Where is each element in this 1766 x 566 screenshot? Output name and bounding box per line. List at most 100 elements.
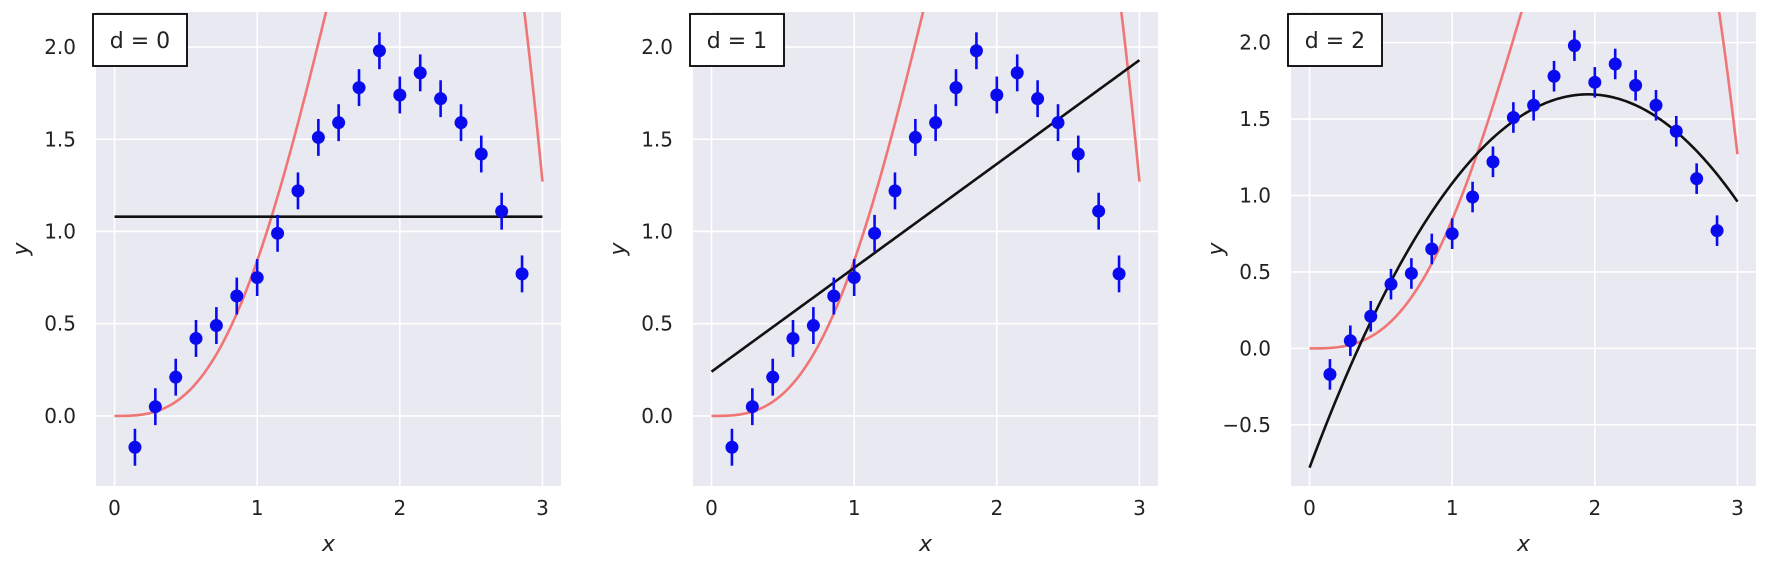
- y-tick-label: 1.5: [641, 127, 673, 151]
- data-point: [847, 271, 861, 285]
- data-point: [250, 271, 264, 285]
- data-point: [1425, 242, 1439, 256]
- true-curve: [114, 12, 544, 418]
- data-point: [1649, 98, 1663, 112]
- data-point: [454, 116, 468, 130]
- y-tick-label: 1.5: [1239, 107, 1271, 131]
- data-point: [1547, 69, 1561, 83]
- data-point: [1384, 277, 1398, 291]
- degree-label-box: [92, 13, 188, 67]
- x-tick-label: 0: [705, 496, 718, 520]
- x-axis-label: x: [1516, 532, 1531, 557]
- x-tick-label: 1: [1446, 496, 1459, 520]
- y-axis-label: y: [9, 242, 34, 257]
- y-tick-label: 2.0: [641, 35, 673, 59]
- data-point: [372, 44, 386, 58]
- y-tick-label: 0.0: [641, 404, 673, 428]
- data-point: [515, 267, 529, 281]
- data-point: [393, 88, 407, 102]
- data-point: [1506, 111, 1520, 125]
- degree-label: d = 0: [110, 29, 170, 54]
- degree-label: d = 2: [1305, 29, 1365, 54]
- data-point: [434, 92, 448, 106]
- data-point: [1567, 39, 1581, 53]
- data-point: [786, 331, 800, 345]
- data-point: [1112, 267, 1126, 281]
- y-tick-label: 1.5: [44, 127, 76, 151]
- data-point: [1010, 66, 1024, 80]
- data-point: [271, 226, 285, 240]
- data-point: [1466, 190, 1480, 204]
- data-point: [1588, 75, 1602, 89]
- data-point: [474, 147, 488, 161]
- x-tick-label: 3: [1133, 496, 1146, 520]
- panel-2: 0 1 2 3 −0.5 0.0 0.5 1.0 1.5 2.0 x y d = 2: [1204, 12, 1756, 557]
- data-point: [1404, 266, 1418, 280]
- data-point: [291, 184, 305, 198]
- y-tick-label: 0.0: [1239, 336, 1271, 360]
- data-point: [495, 204, 509, 218]
- y-tick-label: 0.5: [641, 312, 673, 336]
- data-point: [230, 289, 244, 303]
- data-point: [969, 44, 983, 58]
- data-point: [169, 370, 183, 384]
- data-point: [1710, 224, 1724, 238]
- true-curve: [711, 12, 1141, 418]
- panel-1: 0 1 2 3 0.0 0.5 1.0 1.5 2.0 x y d = 1: [606, 12, 1158, 557]
- plot-area: [693, 12, 1158, 486]
- x-tick-label: 0: [108, 496, 121, 520]
- data-point: [1527, 98, 1541, 112]
- data-point: [1051, 116, 1065, 130]
- data-point: [128, 440, 142, 454]
- data-point: [745, 400, 759, 414]
- data-point: [1629, 78, 1643, 92]
- x-tick-label: 2: [1588, 496, 1601, 520]
- x-axis-label: x: [918, 532, 933, 557]
- degree-label-box: [689, 13, 785, 67]
- data-point: [868, 226, 882, 240]
- data-point: [352, 81, 366, 95]
- data-point: [1031, 92, 1045, 106]
- data-point: [827, 289, 841, 303]
- data-point: [1343, 334, 1357, 348]
- y-tick-label: 1.0: [44, 219, 76, 243]
- grid: [693, 12, 1158, 486]
- y-tick-label: 1.0: [1239, 183, 1271, 207]
- data-point: [1092, 204, 1106, 218]
- degree-label-box: [1287, 13, 1383, 67]
- data-point: [332, 116, 346, 130]
- data-point: [929, 116, 943, 130]
- y-axis-label: y: [606, 242, 631, 257]
- y-tick-label: −0.5: [1222, 413, 1271, 437]
- y-tick-label: 0.5: [1239, 260, 1271, 284]
- x-tick-label: 2: [990, 496, 1003, 520]
- true-curve: [1309, 12, 1739, 350]
- x-axis-label: x: [321, 532, 336, 557]
- y-tick-label: 2.0: [1239, 31, 1271, 55]
- x-tick-label: 3: [1731, 496, 1744, 520]
- data-point: [888, 184, 902, 198]
- data-point: [1364, 309, 1378, 323]
- y-axis-label: y: [1204, 242, 1229, 257]
- data-point: [725, 440, 739, 454]
- data-point: [990, 88, 1004, 102]
- data-point: [1690, 172, 1704, 186]
- data-point: [1608, 57, 1622, 71]
- data-point: [949, 81, 963, 95]
- data-point: [311, 130, 325, 144]
- y-tick-label: 0.5: [44, 312, 76, 336]
- fit-line: [710, 59, 1141, 373]
- x-tick-label: 1: [251, 496, 264, 520]
- plot-area: [1291, 12, 1756, 486]
- degree-label: d = 1: [707, 29, 767, 54]
- data-point: [1323, 367, 1337, 381]
- x-tick-label: 2: [393, 496, 406, 520]
- data-point: [908, 130, 922, 144]
- data-point: [806, 319, 820, 333]
- y-tick-label: 1.0: [641, 219, 673, 243]
- x-tick-label: 3: [536, 496, 549, 520]
- data-point: [209, 319, 223, 333]
- data-point: [1669, 124, 1683, 138]
- data-point: [1071, 147, 1085, 161]
